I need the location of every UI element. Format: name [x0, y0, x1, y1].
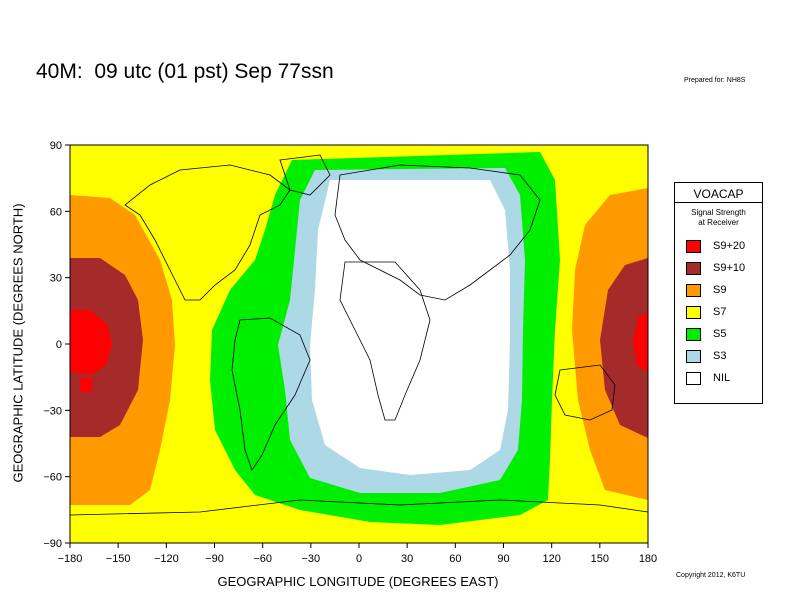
legend-item: S3 — [686, 345, 762, 367]
prepared-for-note: Prepared for: NH8S — [684, 77, 746, 84]
legend: VOACAP Signal Strength at Receiver S9+20… — [674, 182, 763, 404]
x-tick-label: 120 — [542, 553, 560, 565]
legend-item: S9+10 — [686, 257, 762, 279]
legend-label: S9 — [713, 284, 727, 296]
x-tick-label: 0 — [356, 553, 362, 565]
legend-item: NIL — [686, 367, 762, 389]
legend-subtitle-line: at Receiver — [698, 218, 739, 227]
y-tick-label: 0 — [56, 339, 62, 351]
legend-subtitle: Signal Strength at Receiver — [675, 208, 762, 228]
x-tick-label: −90 — [205, 553, 224, 565]
s9plus10-region-east — [600, 258, 648, 438]
x-tick-label: −30 — [301, 553, 320, 565]
y-tick-label: 60 — [50, 206, 62, 218]
legend-label: S9+10 — [713, 262, 746, 274]
x-tick-label: 180 — [639, 553, 657, 565]
legend-label: S9+20 — [713, 240, 746, 252]
x-tick-label: −180 — [58, 553, 83, 565]
y-tick-label: −60 — [43, 472, 62, 484]
legend-swatch — [686, 305, 701, 319]
x-tick-label: −60 — [253, 553, 272, 565]
y-tick-label: 90 — [50, 140, 62, 152]
legend-swatch — [686, 371, 701, 385]
legend-label: S7 — [713, 306, 727, 318]
coastlines — [70, 154, 648, 516]
x-tick-label: −150 — [106, 553, 131, 565]
y-axis-label: GEOGRAPHIC LATITUDE (DEGREES NORTH) — [10, 203, 26, 483]
legend-items: S9+20 S9+10 S9 S7 S5 S3 NIL — [675, 235, 762, 389]
legend-label: NIL — [713, 372, 731, 384]
s9plus20-region-east — [633, 312, 648, 372]
y-tick-label: −30 — [43, 405, 62, 417]
s9plus20-region-west — [70, 310, 112, 392]
x-tick-label: −120 — [154, 553, 179, 565]
x-tick-label: 60 — [449, 553, 461, 565]
copyright-note: Copyright 2012, K6TU — [676, 572, 746, 579]
legend-swatch — [686, 239, 701, 253]
nil-region — [310, 180, 510, 475]
legend-label: S3 — [713, 350, 727, 362]
legend-subtitle-line: Signal Strength — [691, 208, 746, 217]
legend-item: S9+20 — [686, 235, 762, 257]
legend-swatch — [686, 261, 701, 275]
legend-item: S5 — [686, 323, 762, 345]
signal-strength-field — [70, 145, 648, 543]
legend-swatch — [686, 327, 701, 341]
legend-item: S7 — [686, 301, 762, 323]
legend-item: S9 — [686, 279, 762, 301]
axis-ticks: −180 −150 −120 −90 −60 −30 0 30 60 90 120 150 180 90 6… — [43, 140, 657, 565]
x-tick-label: 30 — [401, 553, 413, 565]
x-axis-label: GEOGRAPHIC LONGITUDE (DEGREES EAST) — [217, 574, 499, 589]
legend-swatch — [686, 283, 701, 297]
legend-title: VOACAP — [675, 183, 762, 203]
x-tick-label: 150 — [591, 553, 609, 565]
y-tick-label: 30 — [50, 273, 62, 285]
y-tick-label: −90 — [43, 538, 62, 550]
legend-label: S5 — [713, 328, 727, 340]
x-tick-label: 90 — [497, 553, 509, 565]
chart-title: 40M: 09 utc (01 pst) Sep 77ssn — [36, 60, 334, 83]
legend-swatch — [686, 349, 701, 363]
